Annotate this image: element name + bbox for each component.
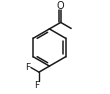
Text: F: F [26,63,31,72]
Text: O: O [57,1,64,11]
Text: F: F [35,81,40,90]
